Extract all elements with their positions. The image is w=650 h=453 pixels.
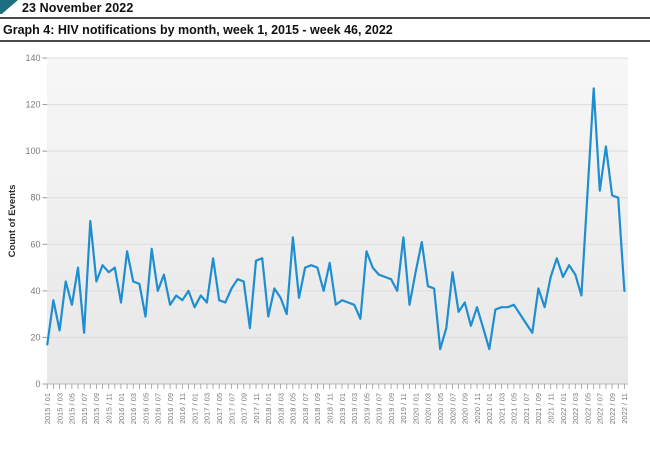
x-tick-label: 2019 / 05 (362, 393, 371, 424)
x-tick-label: 2021 / 09 (534, 393, 543, 424)
x-tick-label: 2016 / 03 (129, 393, 138, 424)
x-tick-label: 2020 / 09 (461, 393, 470, 424)
hiv-notifications-line-chart: 0 20 40 60 80 100 120 140 2015 / 01 2015 / 03 2015… (0, 48, 650, 448)
y-tick-label: 0 (35, 379, 40, 389)
x-tick-label: 2018 / 11 (325, 393, 334, 424)
x-tick-label: 2016 / 05 (141, 393, 150, 424)
y-tick-label: 100 (25, 146, 40, 156)
x-tick-label: 2015 / 07 (80, 393, 89, 424)
x-tick-label: 2019 / 03 (350, 393, 359, 424)
x-tick-label: 2016 / 01 (117, 393, 126, 424)
x-tick-label: 2016 / 07 (154, 393, 163, 424)
y-axis-title: Count of Events (7, 185, 18, 258)
y-tick-label: 140 (25, 53, 40, 63)
x-tick-label: 2018 / 07 (301, 393, 310, 424)
report-date: 23 November 2022 (22, 1, 134, 15)
x-tick-label: 2020 / 03 (424, 393, 433, 424)
x-tick-label: 2019 / 01 (338, 393, 347, 424)
x-tick-label: 2022 / 07 (596, 393, 605, 424)
data-line (46, 87, 626, 351)
x-tick-label: 2021 / 11 (546, 393, 555, 424)
x-tick-label: 2020 / 01 (411, 393, 420, 424)
x-tick-label: 2022 / 03 (571, 393, 580, 424)
x-tick-label: 2021 / 03 (497, 393, 506, 424)
graph-title: Graph 4: HIV notifications by month, wee… (3, 23, 393, 37)
x-tick-label: 2019 / 09 (387, 393, 396, 424)
x-tick-label: 2018 / 05 (289, 393, 298, 424)
heading-divider-bottom (0, 40, 650, 42)
x-tick-label: 2017 / 09 (240, 393, 249, 424)
y-tick-label: 120 (25, 100, 40, 110)
x-tick-label: 2015 / 05 (68, 393, 77, 424)
y-tick-label: 20 (30, 332, 40, 342)
y-tick-label: 40 (30, 286, 40, 296)
x-tick-label: 2022 / 05 (583, 393, 592, 424)
x-tick-label: 2016 / 11 (178, 393, 187, 424)
x-tick-label: 2022 / 09 (608, 393, 617, 424)
x-tick-label: 2015 / 09 (92, 393, 101, 424)
x-tick-label: 2020 / 07 (448, 393, 457, 424)
heading-divider-top (0, 17, 650, 19)
x-tick-label: 2017 / 11 (252, 393, 261, 424)
plot-area (47, 58, 628, 384)
x-tick-label: 2018 / 03 (276, 393, 285, 424)
x-tick-label: 2020 / 05 (436, 393, 445, 424)
x-tick-label: 2020 / 11 (473, 393, 482, 424)
x-tick-label: 2017 / 07 (227, 393, 236, 424)
x-tick-label: 2017 / 03 (203, 393, 212, 424)
x-tick-label: 2022 / 11 (620, 393, 629, 424)
x-tick-label: 2015 / 11 (104, 393, 113, 424)
y-tick-label: 60 (30, 239, 40, 249)
x-tick-label: 2022 / 01 (559, 393, 568, 424)
x-tick-label: 2017 / 05 (215, 393, 224, 424)
x-tick-label: 2016 / 09 (166, 393, 175, 424)
x-tick-label: 2018 / 01 (264, 393, 273, 424)
x-tick-label: 2019 / 07 (375, 393, 384, 424)
x-tick-label: 2017 / 01 (190, 393, 199, 424)
x-tick-label: 2015 / 03 (55, 393, 64, 424)
x-tick-label: 2021 / 05 (510, 393, 519, 424)
x-tick-label: 2019 / 11 (399, 393, 408, 424)
flag-triangle-icon (0, 0, 18, 14)
x-tick-label: 2015 / 01 (43, 393, 52, 424)
x-tick-label: 2021 / 01 (485, 393, 494, 424)
x-tick-label: 2021 / 07 (522, 393, 531, 424)
chart-canvas: 0 20 40 60 80 100 120 140 2015 / 01 2015 / 03 2015… (7, 53, 629, 424)
x-tick-label: 2018 / 09 (313, 393, 322, 424)
y-tick-label: 80 (30, 193, 40, 203)
